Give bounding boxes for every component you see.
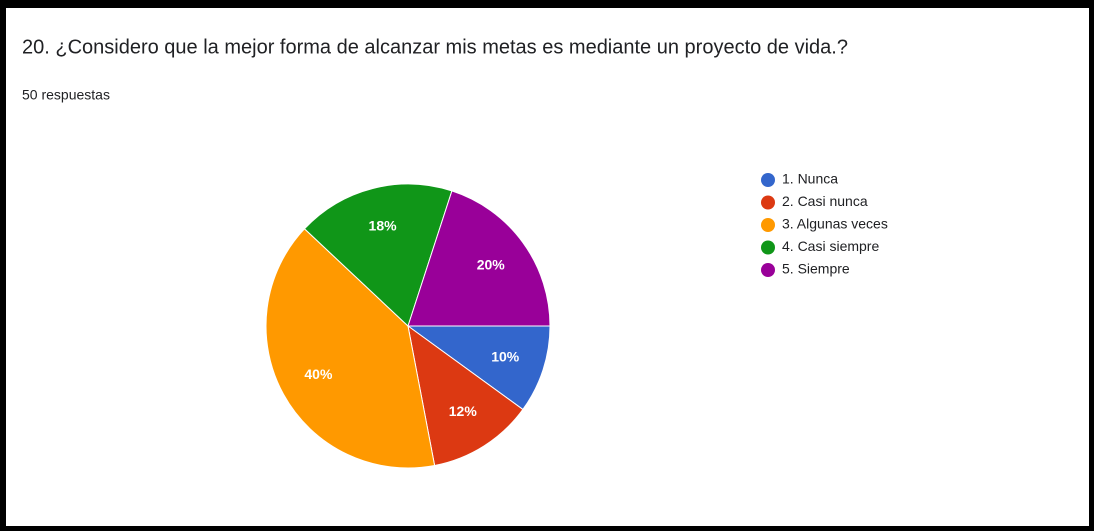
- legend-label: 3. Algunas veces: [782, 216, 888, 232]
- pie-slice: [407, 324, 524, 467]
- slice-label: 20%: [477, 257, 506, 273]
- pie-slice: [407, 190, 551, 327]
- chart-subtitle: 50 respuestas: [22, 87, 110, 103]
- card: [6, 8, 1089, 526]
- slice-label: 12%: [449, 403, 478, 419]
- slice-label: 18%: [369, 218, 398, 234]
- legend-swatch: [761, 173, 775, 187]
- chart-title: 20. ¿Considero que la mejor forma de alc…: [22, 36, 848, 58]
- legend-swatch: [761, 263, 775, 277]
- legend-label: 5. Siempre: [782, 261, 850, 277]
- pie-slice: [406, 325, 551, 411]
- legend-label: 1. Nunca: [782, 171, 838, 187]
- legend-label: 4. Casi siempre: [782, 238, 879, 254]
- pie-slice: [303, 183, 453, 327]
- legend-swatch: [761, 218, 775, 232]
- legend-swatch: [761, 195, 775, 210]
- slice-label: 10%: [491, 348, 520, 364]
- slice-label: 40%: [304, 366, 333, 382]
- legend-label: 2. Casi nunca: [782, 193, 868, 209]
- pie-slice: [265, 228, 436, 469]
- legend-swatch: [761, 240, 775, 255]
